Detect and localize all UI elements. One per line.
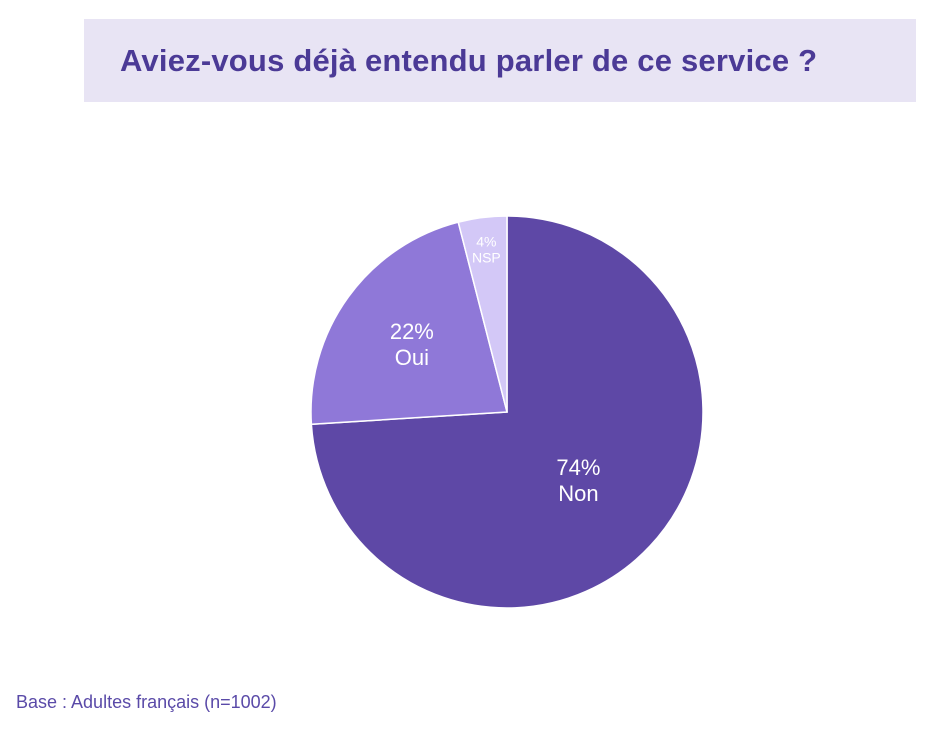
- pie-slices: [310, 215, 704, 609]
- chart-title: Aviez-vous déjà entendu parler de ce ser…: [120, 42, 818, 78]
- slice-category-label-non: Non: [558, 481, 598, 506]
- slice-value-label-oui: 22%: [390, 319, 434, 344]
- slice-category-label-nsp: NSP: [472, 249, 501, 265]
- pie-slice-oui: [310, 221, 508, 426]
- title-band: Aviez-vous déjà entendu parler de ce ser…: [84, 19, 916, 102]
- slice-category-label-oui: Oui: [395, 345, 429, 370]
- slice-value-label-non: 74%: [556, 455, 600, 480]
- slice-value-label-nsp: 4%: [476, 233, 496, 249]
- footnote: Base : Adultes français (n=1002): [16, 692, 277, 712]
- pie-labels: 74%Non 22%Oui 4%NSP: [390, 233, 601, 506]
- pie-slice-nsp: [457, 215, 508, 413]
